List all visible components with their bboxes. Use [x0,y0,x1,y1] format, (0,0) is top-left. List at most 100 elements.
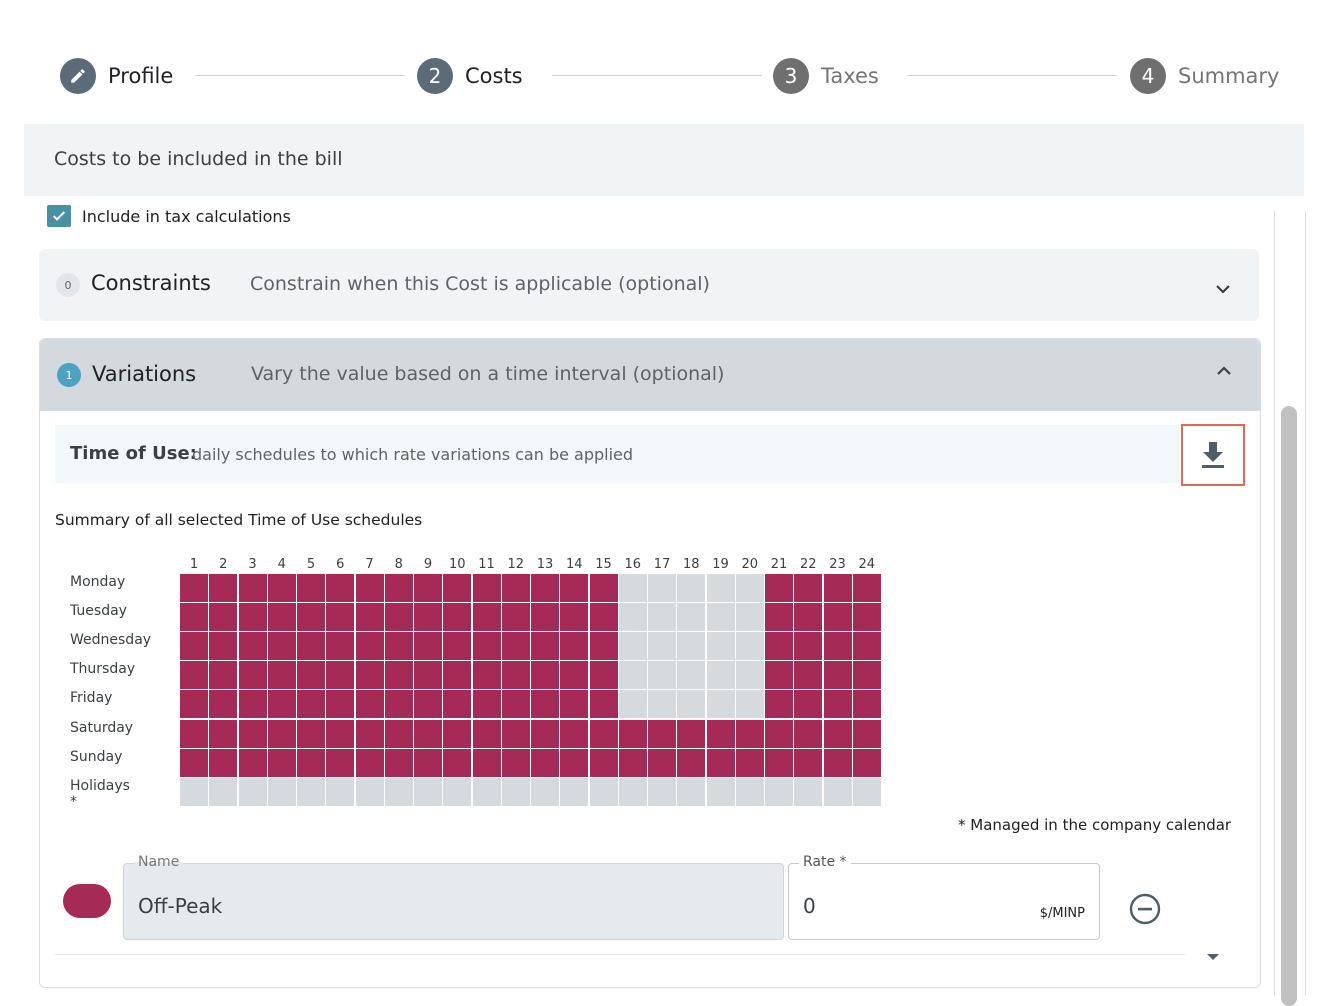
schedule-cell [472,719,501,748]
constraints-header[interactable]: 0 Constraints Constrain when this Cost i… [39,249,1259,321]
schedule-cell [589,603,618,632]
schedule-cell [560,632,589,661]
schedule-cell [443,719,472,748]
include-tax-label: Include in tax calculations [82,206,291,226]
day-label: Friday [70,690,113,707]
schedule-cell [823,632,852,661]
step-costs[interactable]: 2 Costs [417,57,523,95]
schedule-cell [238,748,267,777]
download-button[interactable] [1181,424,1245,486]
name-field[interactable]: Name Off-Peak [123,854,784,940]
schedule-cell [414,574,442,602]
row-divider [55,954,1185,955]
schedule-cell [852,719,881,748]
chevron-down-icon[interactable] [1211,277,1235,301]
schedule-cell [326,690,355,719]
schedule-cell [414,748,442,777]
hour-label: 15 [595,557,612,572]
hour-label: 13 [536,557,554,572]
schedule-cell [297,719,325,748]
variations-header[interactable]: 1 Variations Vary the value based on a t… [40,339,1260,411]
schedule-cell [297,748,325,777]
schedule-cell [589,661,618,690]
schedule-cell [267,719,296,748]
schedule-cell [267,690,296,719]
schedule-cell [326,777,355,806]
schedule-cell [355,690,384,719]
rate-field[interactable]: Rate * 0 $/MINP [788,854,1100,940]
include-tax-checkbox[interactable] [47,205,71,227]
name-field-value[interactable]: Off-Peak [138,894,223,918]
schedule-cell [209,574,238,602]
include-tax-row[interactable]: Include in tax calculations [47,205,291,227]
schedule-cell [355,748,384,777]
hour-label: 7 [365,557,374,572]
schedule-cell [560,574,589,602]
step-taxes[interactable]: 3 Taxes [773,57,879,95]
schedule-cell [297,603,325,632]
schedule-cell [852,690,881,719]
schedule-cell [472,661,501,690]
schedule-cell [209,719,238,748]
schedule-cell [618,690,647,719]
remove-circle-icon[interactable] [1128,892,1162,926]
constraints-panel[interactable]: 0 Constraints Constrain when this Cost i… [39,249,1259,321]
schedule-cell [472,690,501,719]
rate-field-value[interactable]: 0 [803,894,816,918]
chevron-up-icon[interactable] [1212,359,1236,383]
hour-label: 14 [565,557,583,572]
rate-field-label: Rate * [799,854,851,870]
schedule-cell [531,777,559,806]
schedule-cell [355,574,384,602]
schedule-cell [414,690,442,719]
schedule-cell [794,661,823,690]
download-icon [1202,442,1224,468]
schedule-cell [765,632,793,661]
schedule-cell [852,603,881,632]
schedule-cell [735,632,764,661]
step-profile[interactable]: Profile [60,57,173,95]
schedule-cell [267,632,296,661]
schedule-cell [560,777,589,806]
schedule-cell [677,777,706,806]
schedule-cell [706,777,735,806]
schedule-cell [267,748,296,777]
schedule-cell [180,661,208,690]
schedule-cell [180,719,208,748]
step-summary[interactable]: 4 Summary [1130,57,1279,95]
schedule-cell [648,777,676,806]
schedule-cell [560,748,589,777]
step-connector [552,75,762,76]
schedule-cell [823,777,852,806]
schedule-cell [735,690,764,719]
schedule-cell [765,690,793,719]
step-profile-circle [60,58,96,94]
schedule-cell [384,632,413,661]
caret-down-icon[interactable] [1206,952,1220,962]
schedule-cell [501,603,530,632]
schedule-cell [531,603,559,632]
schedule-cell [823,748,852,777]
schedule-cell [706,719,735,748]
schedule-cell [765,661,793,690]
schedule-cell [794,719,823,748]
hour-label: 22 [799,557,817,572]
step-costs-label: Costs [465,64,523,88]
schedule-cell [706,632,735,661]
schedule-cell [297,632,325,661]
schedule-cell [823,661,852,690]
pencil-icon [71,69,85,83]
schedule-cell [443,661,472,690]
schedule-cell [794,632,823,661]
hour-label: 18 [682,557,700,572]
rate-unit: $/MINP [1039,906,1085,921]
hour-label: 3 [248,557,257,572]
step-taxes-number: 3 [773,58,809,94]
scrollbar-thumb[interactable] [1281,406,1297,1006]
schedule-cell [180,632,208,661]
color-swatch[interactable] [63,884,111,918]
schedule-cell [384,690,413,719]
schedule-cell [706,748,735,777]
schedule-cell [267,603,296,632]
check-icon [52,211,66,221]
